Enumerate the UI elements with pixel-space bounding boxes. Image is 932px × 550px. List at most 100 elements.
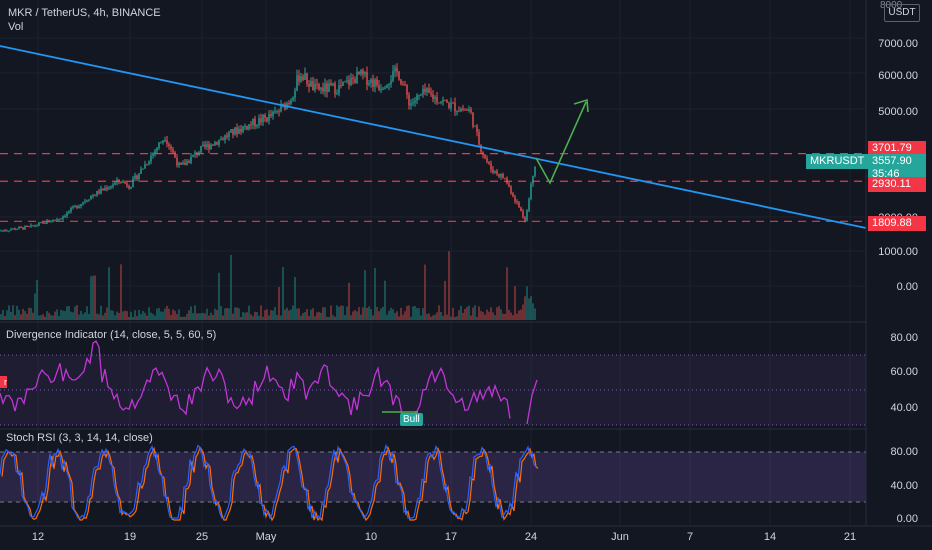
volume-bar xyxy=(366,307,368,320)
volume-bar xyxy=(206,308,208,320)
volume-bar xyxy=(374,267,376,320)
volume-bar xyxy=(124,310,126,320)
candle-body xyxy=(12,228,14,230)
volume-bar xyxy=(224,308,226,320)
volume-bar xyxy=(312,308,314,320)
level-tag-mid[interactable]: 2930.11 xyxy=(868,177,926,192)
volume-bar xyxy=(520,309,522,320)
candle-body xyxy=(162,140,164,143)
candle-body xyxy=(466,109,468,111)
time-tick: 21 xyxy=(843,531,857,543)
candle-body xyxy=(8,230,10,232)
volume-bar xyxy=(478,306,480,320)
candle-body xyxy=(464,109,466,111)
candle-body xyxy=(60,218,62,220)
volume-bar xyxy=(458,310,460,320)
stoch-tick-0: 0.00 xyxy=(896,513,918,525)
candle-body xyxy=(126,183,128,187)
trendline[interactable] xyxy=(0,45,867,229)
volume-bar xyxy=(32,312,34,320)
candle-body xyxy=(152,153,154,156)
volume-label: Vol xyxy=(8,21,24,33)
ticker-badge: MKRUSDT xyxy=(806,154,869,169)
candle-body xyxy=(526,210,528,222)
volume-bar xyxy=(434,314,436,320)
candle-body xyxy=(308,83,310,87)
candle-body xyxy=(480,144,482,153)
candle-body xyxy=(356,71,358,84)
candle-body xyxy=(322,87,324,92)
bull-signal-label: Bull xyxy=(400,413,423,426)
candle-body xyxy=(438,102,440,104)
candle-body xyxy=(110,186,112,188)
volume-bar xyxy=(184,316,186,320)
candle-body xyxy=(202,144,204,146)
stoch-title[interactable]: Stoch RSI (3, 3, 14, 14, close) xyxy=(6,432,153,444)
candle-body xyxy=(224,135,226,141)
volume-bar xyxy=(262,316,264,320)
candle-body xyxy=(374,79,376,87)
candle-body xyxy=(78,206,80,209)
candle-body xyxy=(242,126,244,132)
volume-bar xyxy=(222,315,224,320)
candle-body xyxy=(382,88,384,90)
candle-body xyxy=(394,67,396,72)
candle-body xyxy=(408,94,410,106)
candle-body xyxy=(416,95,418,101)
candle-body xyxy=(204,144,206,147)
time-tick: 12 xyxy=(31,531,45,543)
candle-body xyxy=(40,222,42,224)
volume-bar xyxy=(78,314,80,320)
projection-path[interactable] xyxy=(535,101,587,185)
candle-body xyxy=(376,79,378,86)
volume-bar xyxy=(352,311,354,320)
volume-bar xyxy=(314,316,316,320)
candle-body xyxy=(440,102,442,104)
volume-bar xyxy=(62,310,64,320)
candle-body xyxy=(150,155,152,162)
volume-bar xyxy=(228,308,230,320)
candle-body xyxy=(104,188,106,191)
volume-bar xyxy=(448,251,450,320)
volume-bar xyxy=(208,315,210,320)
volume-bar xyxy=(514,286,516,320)
level-tag-resistance[interactable]: 3701.79 xyxy=(868,141,926,156)
candle-body xyxy=(364,71,366,75)
candle-body xyxy=(72,206,74,208)
candle-body xyxy=(156,147,158,151)
candle-body xyxy=(428,88,430,93)
volume-bar xyxy=(154,315,156,320)
volume-bar xyxy=(252,316,254,320)
volume-bar xyxy=(512,315,514,320)
candle-body xyxy=(424,88,426,93)
candle-body xyxy=(142,168,144,170)
candle-body xyxy=(236,127,238,134)
volume-bar xyxy=(462,312,464,320)
volume-bar xyxy=(296,308,298,320)
volume-bar xyxy=(382,306,384,320)
volume-bar xyxy=(198,313,200,320)
candle-body xyxy=(250,124,252,126)
volume-bar xyxy=(420,315,422,320)
candle-body xyxy=(532,175,534,184)
time-tick: 17 xyxy=(444,531,458,543)
volume-bar xyxy=(174,310,176,320)
divergence-title[interactable]: Divergence Indicator (14, close, 5, 5, 6… xyxy=(6,329,217,341)
candle-body xyxy=(132,178,134,187)
volume-bar xyxy=(412,306,414,320)
candle-body xyxy=(84,201,86,203)
candle-body xyxy=(54,219,56,221)
candle-body xyxy=(410,103,412,106)
candle-body xyxy=(292,97,294,101)
volume-bar xyxy=(60,309,62,320)
volume-bar xyxy=(166,305,168,320)
level-tag-support[interactable]: 1809.88 xyxy=(868,216,926,231)
volume-bar xyxy=(404,311,406,320)
volume-bar xyxy=(242,311,244,320)
volume-bar xyxy=(388,310,390,320)
candle-body xyxy=(270,114,272,116)
currency-button[interactable]: USDT xyxy=(884,4,920,22)
volume-bar xyxy=(164,308,166,320)
candle-body xyxy=(238,128,240,134)
